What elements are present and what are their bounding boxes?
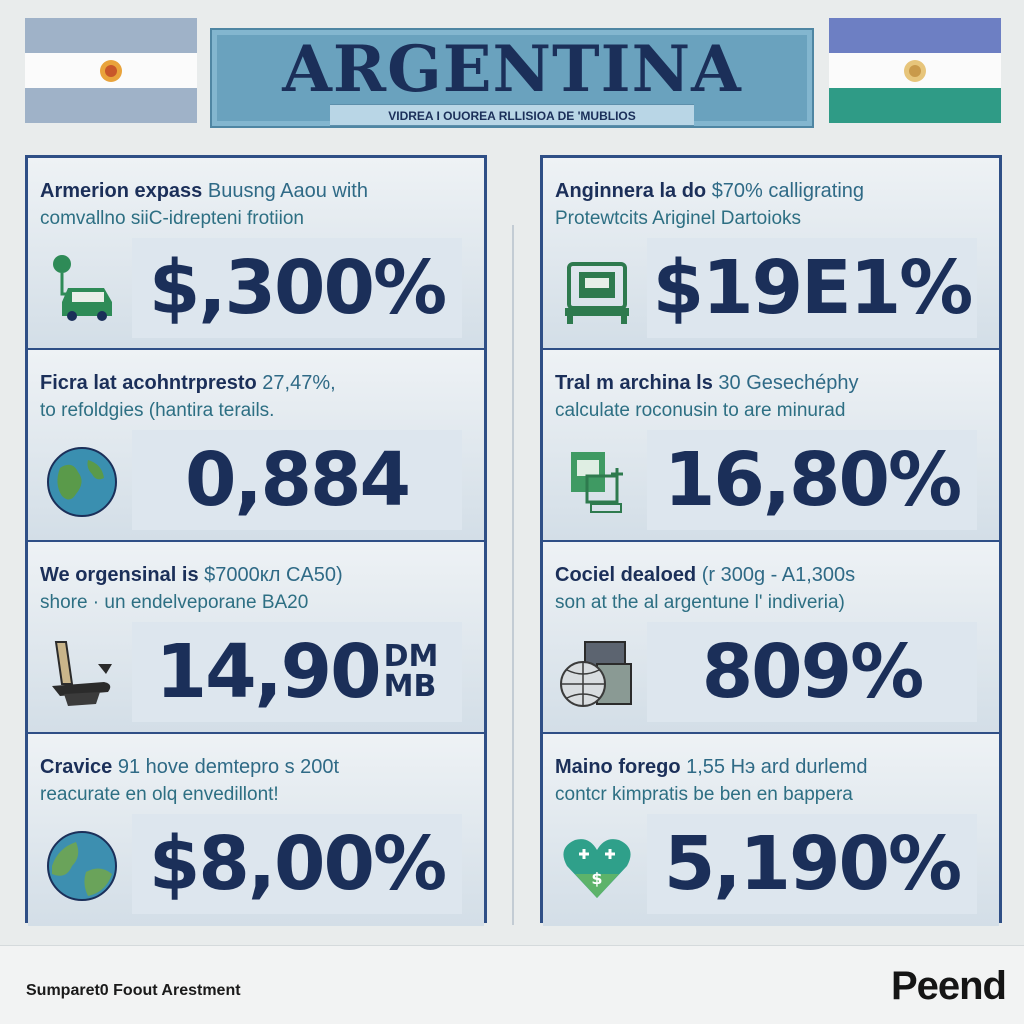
factory-machine-icon bbox=[565, 262, 629, 324]
stat-description: son at the al argentune l' indiveria) bbox=[555, 592, 845, 613]
left-stats-column: Armerion expass Buusng Aaou with comvall… bbox=[25, 155, 487, 926]
stat-card: Ficra lat acohntrpresto 27,47%, to refol… bbox=[28, 350, 484, 542]
stat-heading-rest: 30 Geseсhéphy bbox=[718, 372, 859, 394]
stat-description: Protewtcits Ariginel Dartoioks bbox=[555, 208, 802, 229]
subtitle-ribbon: VIDREA I OUOREA RLLISIOA DE 'MUBLIOS bbox=[330, 104, 694, 126]
stat-value: $8,00% bbox=[148, 821, 447, 907]
svg-text:$: $ bbox=[591, 869, 602, 888]
stat-value: 16,80% bbox=[663, 437, 962, 523]
stat-card: Maino forego 1,55 Hэ ard durlemd contcr … bbox=[543, 734, 999, 926]
stat-value: 5,190% bbox=[663, 821, 962, 907]
stat-value-suffix-bottom: MB bbox=[383, 669, 437, 704]
stat-heading: Tral m archina ls 30 Geseсhéphy bbox=[555, 372, 989, 395]
right-stats-column: Anginnera la do $70% calligrating Protew… bbox=[540, 155, 1002, 926]
stat-description: to refoldgies (hantira terails. bbox=[40, 400, 275, 421]
stat-value-box: 5,190% bbox=[647, 814, 977, 914]
header-banner: ARGENTINA VIDREA I OUOREA RLLISIOA DE 'M… bbox=[210, 28, 814, 128]
stat-heading: We orgensinal is $7000кл CA50) bbox=[40, 564, 474, 587]
stat-heading: Armerion expass Buusng Aaou with bbox=[40, 180, 474, 203]
stat-card: Cociel dealoed (r 300g - A1,300s son at … bbox=[543, 542, 999, 734]
stat-value: $19E1% bbox=[652, 245, 974, 331]
stat-value: 14,90 DM MB bbox=[132, 622, 462, 722]
stat-heading-lead: Armerion expass bbox=[40, 180, 203, 202]
stat-heading-rest: (r 300g - A1,300s bbox=[701, 564, 856, 586]
footer-label: Sumparet0 Foout Arestment bbox=[26, 982, 241, 999]
globe-grid-icon bbox=[560, 641, 632, 707]
stat-description: reacurate en olq envedillont! bbox=[40, 784, 279, 805]
stat-heading-rest: 27,47%, bbox=[262, 372, 336, 394]
stat-value-suffix: DM MB bbox=[384, 642, 439, 702]
stat-heading-lead: Cravice bbox=[40, 756, 113, 778]
stat-heading-lead: We orgensinal is bbox=[40, 564, 199, 586]
stat-description: shore · un endelveporane BA20 bbox=[40, 592, 309, 613]
stat-value-box: 0,884 bbox=[132, 430, 462, 530]
stat-heading-lead: Tral m archina ls bbox=[555, 372, 713, 394]
stat-value: 809% bbox=[701, 629, 925, 715]
stat-value-box: $19E1% bbox=[647, 238, 977, 338]
argentina-flag-left bbox=[25, 18, 197, 123]
stat-description: contcr kimpratis be ben en bappera bbox=[555, 784, 853, 805]
stat-value-box: 809% bbox=[647, 622, 977, 722]
anvil-icon bbox=[52, 641, 112, 706]
footer-bar: Sumparet0 Foout Arestment Peend bbox=[0, 945, 1024, 1024]
stat-value-box: 14,90 DM MB bbox=[132, 622, 462, 722]
stat-heading-rest: $70% calligrating bbox=[711, 180, 865, 202]
footer-brand-logo: Peend bbox=[890, 964, 1007, 1008]
stat-value: $,300% bbox=[148, 245, 447, 331]
stat-card: Cravice 91 hove demtepro s 200t reacurat… bbox=[28, 734, 484, 926]
medical-document-icon bbox=[571, 452, 623, 513]
globe-map-icon bbox=[47, 447, 117, 517]
stat-heading: Cravice 91 hove demtepro s 200t bbox=[40, 756, 474, 779]
stat-heading-rest: 1,55 Hэ ard durlemd bbox=[686, 756, 868, 778]
stat-card: We orgensinal is $7000кл CA50) shore · u… bbox=[28, 542, 484, 734]
stat-card: Armerion expass Buusng Aaou with comvall… bbox=[28, 158, 484, 350]
stat-heading-lead: Ficra lat acohntrpresto bbox=[40, 372, 257, 394]
stat-heading-rest: $7000кл CA50) bbox=[204, 564, 343, 586]
sun-of-may-icon bbox=[100, 59, 122, 82]
stat-value-box: $,300% bbox=[132, 238, 462, 338]
stat-description: calculate roconusin to are minurad bbox=[555, 400, 846, 421]
stat-heading: Anginnera la do $70% calligrating bbox=[555, 180, 989, 203]
heart-money-icon: $ bbox=[563, 839, 631, 898]
stat-value-main: 14,90 bbox=[155, 629, 382, 715]
car-charging-icon bbox=[53, 255, 112, 321]
stat-description: comvallno siiC-idrepteni frotiion bbox=[40, 208, 304, 229]
stat-heading: Maino forego 1,55 Hэ ard durlemd bbox=[555, 756, 989, 779]
stat-value-suffix-top: DM bbox=[383, 639, 439, 674]
stat-card: Tral m archina ls 30 Geseсhéphy calculat… bbox=[543, 350, 999, 542]
stat-value-box: $8,00% bbox=[132, 814, 462, 914]
page-title: ARGENTINA bbox=[282, 32, 742, 107]
earth-icon bbox=[47, 831, 117, 901]
stat-heading: Cociel dealoed (r 300g - A1,300s bbox=[555, 564, 989, 587]
stat-heading: Ficra lat acohntrpresto 27,47%, bbox=[40, 372, 474, 395]
stat-heading-lead: Maino forego bbox=[555, 756, 681, 778]
column-divider bbox=[512, 225, 514, 925]
stat-card: Anginnera la do $70% calligrating Protew… bbox=[543, 158, 999, 350]
stat-value-box: 16,80% bbox=[647, 430, 977, 530]
stat-heading-rest: 91 hove demtepro s 200t bbox=[117, 756, 340, 778]
stat-heading-rest: Buusng Aaou with bbox=[207, 180, 368, 202]
stat-heading-lead: Cociel dealoed bbox=[555, 564, 697, 586]
stat-heading-lead: Anginnera la do bbox=[555, 180, 707, 202]
stat-value: 0,884 bbox=[184, 437, 411, 523]
argentina-flag-right bbox=[829, 18, 1001, 123]
sun-of-may-icon bbox=[904, 59, 926, 82]
